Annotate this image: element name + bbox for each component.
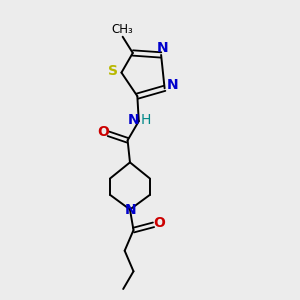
Text: S: S (108, 64, 118, 78)
Text: H: H (141, 113, 151, 127)
Text: N: N (167, 78, 179, 92)
Text: N: N (128, 113, 139, 127)
Text: N: N (125, 203, 136, 217)
Text: N: N (157, 41, 168, 56)
Text: O: O (153, 216, 165, 230)
Text: CH₃: CH₃ (111, 22, 133, 36)
Text: O: O (97, 125, 109, 139)
